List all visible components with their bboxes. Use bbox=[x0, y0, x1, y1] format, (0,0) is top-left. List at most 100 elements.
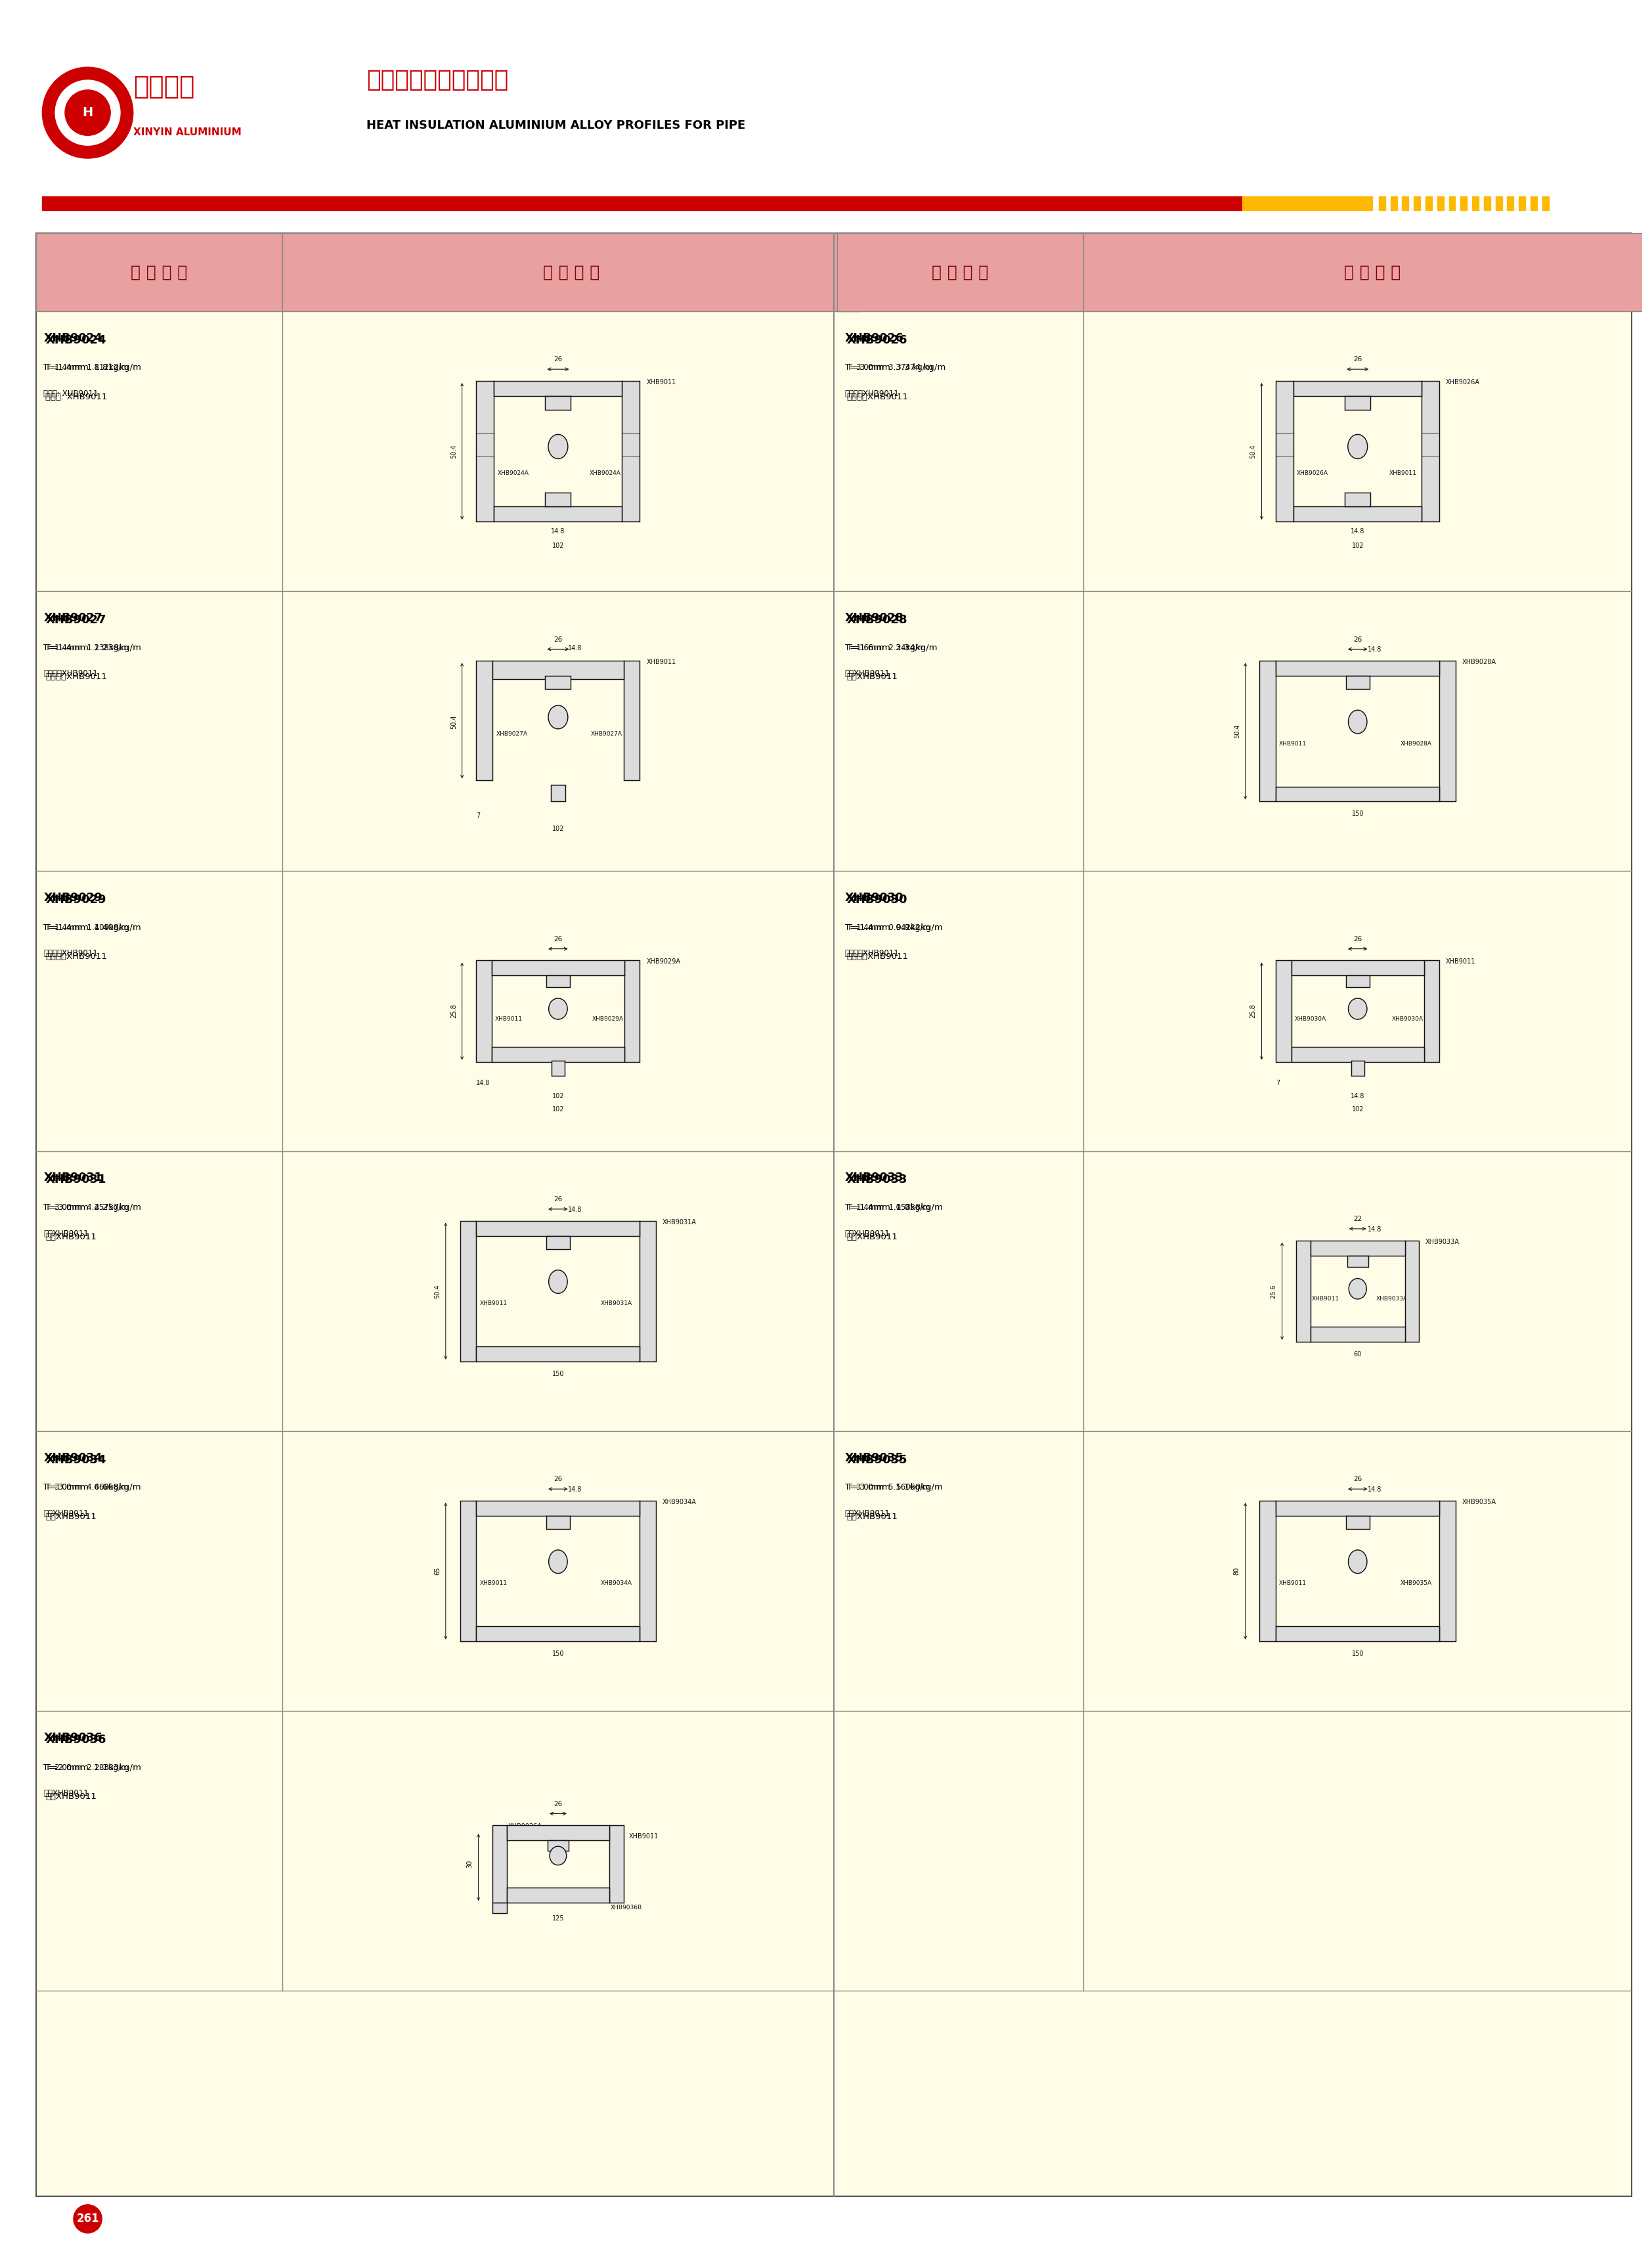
Text: 26: 26 bbox=[553, 637, 562, 644]
Bar bbox=[547, 1515, 570, 1529]
Text: XHB9035A: XHB9035A bbox=[1462, 1499, 1497, 1506]
Text: XHB9034: XHB9034 bbox=[43, 1452, 102, 1463]
Text: 26: 26 bbox=[1353, 935, 1361, 942]
Text: XHB9024: XHB9024 bbox=[43, 332, 102, 343]
Bar bbox=[1346, 1515, 1370, 1529]
Text: 50.4: 50.4 bbox=[434, 1285, 441, 1298]
Bar bbox=[1292, 960, 1424, 975]
Bar bbox=[624, 960, 639, 1061]
Text: T=1.6mm  2.34kg/m: T=1.6mm 2.34kg/m bbox=[847, 644, 937, 653]
Text: T=1.4mm  1.058kg/m: T=1.4mm 1.058kg/m bbox=[847, 1204, 943, 1213]
Text: 26: 26 bbox=[1353, 1477, 1361, 1484]
Ellipse shape bbox=[548, 1549, 567, 1574]
Text: T=3.0mm  4.257kg/m: T=3.0mm 4.257kg/m bbox=[43, 1204, 129, 1213]
Bar bbox=[1345, 492, 1371, 506]
Ellipse shape bbox=[550, 1847, 567, 1865]
Text: T=1.4mm  1.408kg/m: T=1.4mm 1.408kg/m bbox=[43, 924, 129, 933]
Bar bbox=[1259, 1502, 1275, 1642]
Text: XHB9034A: XHB9034A bbox=[601, 1581, 633, 1587]
Text: 25.6: 25.6 bbox=[1270, 1285, 1277, 1298]
Bar bbox=[1275, 382, 1294, 522]
Text: XHB9030: XHB9030 bbox=[847, 894, 907, 905]
Bar bbox=[492, 1048, 624, 1061]
Bar bbox=[1294, 506, 1422, 522]
Text: T=1.4mm  1.812kg/m: T=1.4mm 1.812kg/m bbox=[46, 364, 142, 373]
Text: T=2.0mm  2.183kg/m: T=2.0mm 2.183kg/m bbox=[43, 1763, 129, 1773]
Text: 102: 102 bbox=[1351, 1106, 1365, 1113]
Bar bbox=[1437, 196, 1444, 210]
Text: 压线配：XHB9011: 压线配：XHB9011 bbox=[46, 673, 107, 682]
Text: 25.8: 25.8 bbox=[451, 1005, 458, 1018]
Bar bbox=[639, 1222, 656, 1362]
Bar bbox=[1495, 196, 1502, 210]
Text: 14.8: 14.8 bbox=[1368, 646, 1381, 653]
Text: T=3.0mm  4.668kg/m: T=3.0mm 4.668kg/m bbox=[46, 1484, 140, 1493]
Bar bbox=[492, 1903, 507, 1913]
Text: 26: 26 bbox=[553, 357, 562, 364]
Text: 14.8: 14.8 bbox=[1351, 1093, 1365, 1100]
Circle shape bbox=[43, 68, 134, 158]
Bar bbox=[547, 975, 570, 987]
Bar bbox=[1346, 675, 1370, 689]
Bar bbox=[1346, 1255, 1368, 1267]
Text: 14.8: 14.8 bbox=[568, 646, 582, 653]
Text: 50.4: 50.4 bbox=[1251, 445, 1257, 458]
Text: T=1.4mm  0.942kg/m: T=1.4mm 0.942kg/m bbox=[844, 924, 930, 933]
Bar bbox=[1426, 196, 1432, 210]
Text: 125: 125 bbox=[552, 1915, 565, 1922]
Bar bbox=[1275, 960, 1292, 1061]
Text: T=1.4mm  1.812kg/m: T=1.4mm 1.812kg/m bbox=[43, 364, 129, 373]
Text: T=3.0mm  5.160kg/m: T=3.0mm 5.160kg/m bbox=[847, 1484, 943, 1493]
Ellipse shape bbox=[1348, 1278, 1366, 1298]
Text: XHB9035A: XHB9035A bbox=[1401, 1581, 1432, 1587]
Text: XHB9011: XHB9011 bbox=[629, 1833, 659, 1840]
Bar bbox=[1345, 395, 1371, 411]
Bar bbox=[547, 1840, 568, 1852]
Text: XHB9028: XHB9028 bbox=[844, 612, 904, 623]
Text: XHB9027: XHB9027 bbox=[46, 614, 106, 625]
Text: 60: 60 bbox=[1353, 1350, 1361, 1357]
Bar bbox=[1530, 196, 1536, 210]
Text: HEAT INSULATION ALUMINIUM ALLOY PROFILES FOR PIPE: HEAT INSULATION ALUMINIUM ALLOY PROFILES… bbox=[367, 120, 745, 131]
Text: 14.8: 14.8 bbox=[552, 528, 565, 535]
Text: 配：XHB9011: 配：XHB9011 bbox=[46, 1793, 97, 1802]
Ellipse shape bbox=[548, 998, 567, 1018]
Text: XHB9029: XHB9029 bbox=[43, 892, 102, 903]
Text: 50.4: 50.4 bbox=[451, 716, 458, 729]
Text: XHB9026: XHB9026 bbox=[847, 334, 907, 345]
Text: XHB9029A: XHB9029A bbox=[591, 1016, 623, 1023]
Text: 26: 26 bbox=[553, 1477, 562, 1484]
Bar bbox=[1439, 1502, 1455, 1642]
Text: 压线配：XHB9011: 压线配：XHB9011 bbox=[844, 388, 899, 397]
Bar bbox=[623, 382, 639, 522]
Text: 压线配：XHB9011: 压线配：XHB9011 bbox=[847, 393, 909, 402]
Text: 50.4: 50.4 bbox=[451, 445, 458, 458]
Text: XHB9011: XHB9011 bbox=[1312, 1296, 1340, 1303]
Bar bbox=[545, 395, 572, 411]
Bar bbox=[552, 1061, 565, 1075]
Text: T=3.0mm  4.668kg/m: T=3.0mm 4.668kg/m bbox=[43, 1484, 129, 1493]
Text: XHB9027: XHB9027 bbox=[43, 612, 102, 623]
Bar bbox=[1379, 196, 1386, 210]
Text: XHB9026A: XHB9026A bbox=[1446, 379, 1480, 386]
Text: 102: 102 bbox=[1351, 542, 1365, 549]
Text: 配：XHB9011: 配：XHB9011 bbox=[43, 1788, 89, 1797]
Text: 14.8: 14.8 bbox=[476, 1079, 491, 1086]
Ellipse shape bbox=[1348, 998, 1366, 1018]
Bar bbox=[43, 196, 1242, 210]
Bar bbox=[36, 233, 282, 312]
Text: XHB9011: XHB9011 bbox=[1279, 1581, 1307, 1587]
Text: 配压线: XHB9011: 配压线: XHB9011 bbox=[43, 388, 99, 397]
Text: 产 品 编 号: 产 品 编 号 bbox=[131, 264, 187, 280]
Text: XHB9026A: XHB9026A bbox=[1297, 470, 1328, 476]
Bar bbox=[459, 1222, 476, 1362]
Bar bbox=[1297, 1240, 1310, 1341]
Bar bbox=[1449, 196, 1455, 210]
Text: 26: 26 bbox=[553, 1800, 562, 1806]
Text: 压线配：XHB9011: 压线配：XHB9011 bbox=[43, 668, 97, 677]
Text: XHB9031A: XHB9031A bbox=[601, 1301, 633, 1307]
Text: XHB9033: XHB9033 bbox=[847, 1174, 907, 1185]
Text: XHB9035: XHB9035 bbox=[844, 1452, 904, 1463]
Text: T=1.4mm  1.058kg/m: T=1.4mm 1.058kg/m bbox=[844, 1204, 930, 1213]
Bar bbox=[476, 960, 492, 1061]
